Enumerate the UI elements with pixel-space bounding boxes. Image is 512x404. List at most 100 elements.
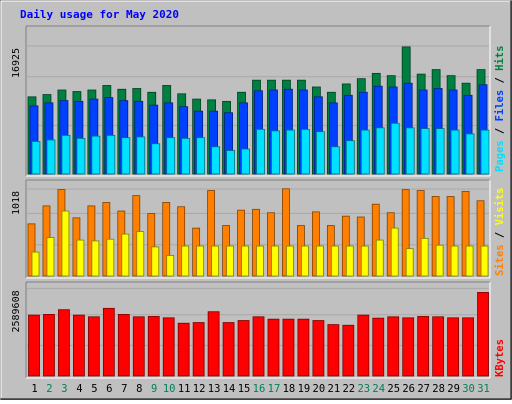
bar-pages-day-22 [345, 140, 355, 175]
bar-kbytes-day-12 [192, 322, 205, 377]
chart-title: Daily usage for May 2020 [20, 8, 179, 21]
bar-kbytes-day-11 [177, 322, 190, 377]
x-tick-label-11: 11 [178, 383, 191, 395]
bar-kbytes-day-2 [43, 314, 55, 377]
bar-visits-day-19 [301, 245, 309, 277]
bar-kbytes-day-5 [87, 316, 100, 377]
bar-sites-day-13 [207, 190, 216, 277]
bar-kbytes-day-13 [207, 311, 220, 377]
bar-kbytes-day-7 [117, 314, 130, 377]
bar-visits-day-18 [286, 245, 294, 277]
legend-separator: / [494, 121, 506, 140]
bar-pages-day-27 [420, 128, 430, 175]
bar-pages-day-1 [31, 141, 41, 175]
legend-text: KBytes [494, 339, 506, 377]
bar-sites-day-10 [162, 202, 171, 277]
legend-entry-hits: Hits [494, 46, 506, 71]
bar-kbytes-day-24 [372, 317, 385, 377]
bar-visits-day-22 [345, 245, 354, 277]
bar-visits-day-13 [211, 245, 220, 277]
x-tick-label-21: 21 [328, 383, 341, 395]
legend-panel-2: Sites / Visits [494, 187, 506, 276]
y-tick-label: 2589608 [11, 290, 22, 332]
bar-pages-day-20 [315, 131, 325, 175]
bar-sites-day-20 [311, 211, 320, 277]
bar-kbytes-day-18 [282, 318, 295, 377]
bar-visits-day-2 [46, 237, 55, 277]
bar-sites-day-26 [401, 189, 410, 277]
bar-sites-day-29 [446, 196, 455, 277]
bar-kbytes-day-29 [447, 317, 459, 377]
bar-visits-day-15 [241, 245, 249, 277]
x-tick-label-3: 3 [61, 383, 67, 395]
x-tick-label-12: 12 [193, 383, 206, 395]
x-tick-label-27: 27 [417, 383, 430, 395]
bar-visits-day-31 [480, 245, 489, 277]
x-tick-label-26: 26 [402, 383, 415, 395]
bar-kbytes-day-1 [28, 314, 40, 377]
bar-sites-day-11 [177, 206, 186, 277]
bar-kbytes-day-17 [267, 318, 280, 377]
bar-kbytes-day-20 [312, 320, 325, 377]
bar-pages-day-21 [330, 146, 340, 175]
legend-entry-kbytes: KBytes [494, 339, 506, 377]
bar-kbytes-day-27 [417, 316, 430, 377]
x-tick-label-1: 1 [31, 383, 37, 395]
bar-pages-day-29 [450, 129, 460, 175]
x-tick-label-13: 13 [208, 383, 221, 395]
bar-pages-day-5 [91, 135, 101, 175]
y-tick-label: 16925 [11, 48, 22, 78]
bar-sites-day-28 [431, 196, 440, 277]
bar-kbytes-day-10 [162, 317, 175, 377]
x-tick-label-20: 20 [313, 383, 326, 395]
legend-entry-pages: Pages [494, 140, 506, 172]
x-tick-label-23: 23 [357, 383, 370, 395]
x-tick-label-15: 15 [238, 383, 251, 395]
legend-text: Pages / Files / Hits [494, 46, 506, 172]
bar-kbytes-day-9 [147, 316, 160, 377]
bar-pages-day-13 [211, 146, 221, 175]
bar-sites-day-18 [282, 188, 290, 277]
bar-visits-day-23 [360, 245, 369, 277]
bar-visits-day-17 [271, 245, 279, 277]
bar-pages-day-31 [480, 129, 490, 175]
bar-pages-day-28 [435, 128, 445, 175]
x-tick-label-14: 14 [223, 383, 236, 395]
bar-pages-day-15 [241, 148, 250, 175]
bar-kbytes-day-22 [342, 324, 355, 377]
bar-pages-day-4 [76, 138, 86, 175]
bar-sites-day-9 [147, 213, 156, 277]
bar-visits-day-16 [256, 245, 264, 277]
bar-visits-day-6 [106, 238, 115, 277]
bar-pages-day-12 [196, 137, 206, 175]
bar-pages-day-18 [286, 129, 295, 175]
bar-pages-day-2 [46, 139, 56, 175]
x-tick-label-24: 24 [372, 383, 385, 395]
x-tick-label-9: 9 [151, 383, 157, 395]
bar-sites-day-15 [237, 209, 245, 277]
bar-pages-day-30 [465, 133, 475, 175]
panel-2: 1018 [11, 179, 491, 279]
bar-pages-day-9 [151, 143, 161, 175]
x-tick-label-6: 6 [106, 383, 112, 395]
bar-visits-day-3 [61, 210, 70, 277]
bar-kbytes-day-30 [462, 317, 474, 377]
bar-pages-day-3 [61, 135, 71, 175]
bar-visits-day-26 [405, 248, 414, 277]
bar-kbytes-day-8 [132, 316, 145, 377]
x-tick-label-8: 8 [136, 383, 142, 395]
bar-kbytes-day-26 [402, 317, 415, 377]
bar-visits-day-25 [390, 227, 399, 277]
x-tick-label-18: 18 [283, 383, 296, 395]
bar-visits-day-20 [315, 245, 324, 277]
bar-visits-day-1 [31, 251, 40, 277]
legend-entry-visits: Visits [494, 187, 506, 225]
bar-visits-day-30 [465, 245, 474, 277]
bar-visits-day-27 [420, 237, 429, 277]
x-tick-label-25: 25 [387, 383, 400, 395]
bar-visits-day-14 [226, 245, 234, 277]
bar-visits-day-7 [121, 233, 130, 277]
x-tick-label-7: 7 [121, 383, 127, 395]
